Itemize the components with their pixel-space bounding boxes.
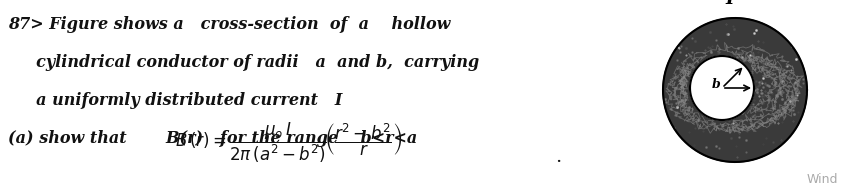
Text: $B\,(r) = \dfrac{\mu_o\,I}{2\pi\,(a^2 - b^2)}\!\left(\dfrac{r^2 - b^2}{r}\right): $B\,(r) = \dfrac{\mu_o\,I}{2\pi\,(a^2 - … (175, 121, 402, 165)
Polygon shape (663, 18, 807, 162)
Text: cylindrical conductor of radii   a  and b,  carrying: cylindrical conductor of radii a and b, … (8, 54, 479, 71)
Text: 87> Figure shows a   cross-section  of  a    hollow: 87> Figure shows a cross-section of a ho… (8, 16, 451, 33)
Text: Wind: Wind (807, 173, 838, 186)
Polygon shape (690, 56, 754, 120)
Text: .: . (555, 148, 561, 166)
Text: (a) show that       B(r)   for the range    b<r<a: (a) show that B(r) for the range b<r<a (8, 130, 417, 147)
Text: a uniformly distributed current   I: a uniformly distributed current I (8, 92, 343, 109)
Text: b: b (711, 77, 721, 90)
Text: I: I (726, 0, 734, 8)
